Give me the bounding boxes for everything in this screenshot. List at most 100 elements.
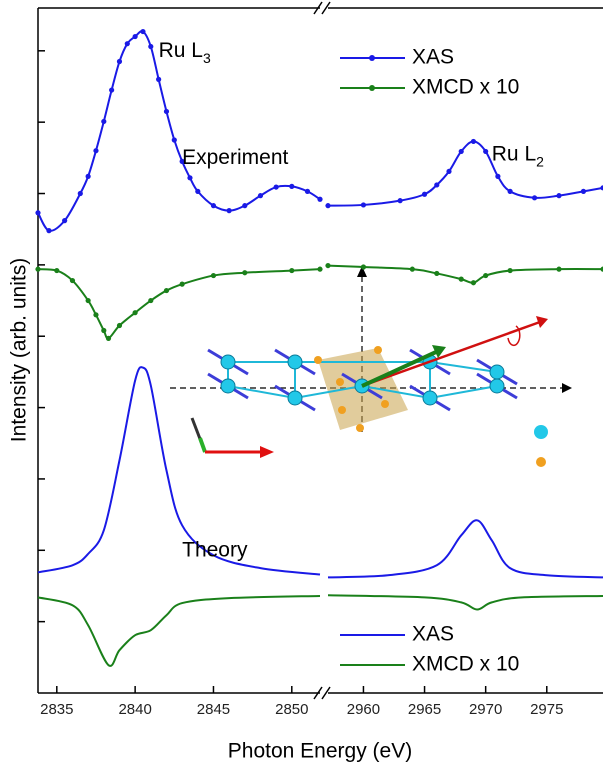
- data-point: [434, 270, 440, 277]
- data-point: [273, 184, 279, 190]
- data-point: [132, 33, 138, 40]
- data-point: [156, 76, 162, 82]
- data-point: [556, 266, 562, 272]
- x-tick-label: 2840: [118, 701, 151, 718]
- x-axis-label: Photon Energy (eV): [228, 740, 412, 763]
- beam-arrow: [361, 320, 541, 388]
- legend-label: XAS: [412, 623, 454, 646]
- data-point: [507, 267, 513, 274]
- data-point: [62, 218, 68, 224]
- annotation-sub: 3: [203, 50, 211, 66]
- data-point: [148, 297, 154, 304]
- axis-break: [313, 1, 323, 15]
- data-point: [210, 272, 217, 279]
- ru-key: [534, 425, 548, 439]
- data-point: [179, 281, 185, 287]
- data-point: [360, 202, 367, 208]
- x-tick-label: 2850: [275, 701, 308, 718]
- data-point: [54, 267, 60, 274]
- series-line: [37, 366, 603, 579]
- cl-key: [536, 457, 546, 467]
- data-point: [105, 335, 112, 341]
- data-point: [458, 148, 464, 155]
- arrow-head: [432, 345, 446, 358]
- legend-marker: [369, 55, 375, 61]
- data-point: [434, 182, 440, 188]
- data-point: [242, 270, 248, 276]
- data-point: [483, 148, 489, 155]
- axis-break: [313, 686, 323, 700]
- data-point: [242, 203, 248, 209]
- polarization: [507, 325, 521, 347]
- data-point: [495, 173, 501, 179]
- data-point: [46, 228, 52, 234]
- data-point: [289, 267, 295, 274]
- data-point: [163, 287, 170, 294]
- data-point: [187, 175, 193, 181]
- axis-break: [321, 1, 331, 15]
- legend-label: XMCD x 10: [412, 76, 519, 99]
- x-tick-label: 2845: [197, 701, 230, 718]
- data-point: [289, 183, 295, 189]
- data-point: [85, 297, 91, 304]
- x-tick-label: 2960: [347, 701, 380, 718]
- data-point: [69, 277, 76, 284]
- field-arrow: [361, 350, 437, 388]
- annotation: Experiment: [182, 145, 288, 168]
- axis-break: [321, 686, 331, 700]
- data-point: [163, 108, 170, 115]
- data-point: [116, 58, 123, 65]
- data-point: [470, 138, 477, 145]
- arrow-head: [357, 266, 367, 277]
- data-point: [304, 188, 311, 194]
- data-point: [556, 193, 562, 199]
- data-point: [409, 266, 415, 272]
- data-point: [325, 203, 331, 209]
- y-axis-label: Intensity (arb. units): [8, 258, 31, 442]
- data-point: [132, 310, 138, 316]
- x-tick-label: 2965: [408, 701, 441, 718]
- data-point: [124, 41, 130, 47]
- data-point: [446, 168, 452, 175]
- annotation: Ru L2: [492, 142, 544, 169]
- x-tick-label: 2975: [530, 701, 563, 718]
- legend-marker: [369, 85, 375, 91]
- data-point: [109, 87, 115, 93]
- annotation-text: Ru L: [159, 38, 203, 61]
- data-point: [507, 188, 513, 194]
- arrow-head: [260, 446, 274, 458]
- data-point: [458, 276, 464, 282]
- data-point: [93, 148, 99, 154]
- data-point: [101, 327, 107, 334]
- arrow-head: [562, 383, 572, 393]
- data-point: [226, 208, 232, 214]
- data-point: [195, 188, 201, 194]
- data-point: [171, 137, 177, 143]
- data-point: [140, 28, 146, 35]
- data-point: [35, 210, 41, 216]
- cl-atoms: [314, 346, 389, 432]
- data-point: [325, 262, 331, 269]
- data-point: [116, 322, 123, 329]
- annotation: Ru L3: [159, 38, 211, 65]
- x-tick-label: 2970: [469, 701, 502, 718]
- data-point: [210, 203, 217, 209]
- data-point: [85, 173, 91, 179]
- data-point: [77, 190, 83, 197]
- data-point: [360, 264, 367, 270]
- annotation: Theory: [182, 538, 248, 561]
- arrow-head: [536, 316, 548, 328]
- data-point: [317, 266, 323, 272]
- data-point: [101, 118, 107, 125]
- annotation-text: Experiment: [182, 145, 288, 168]
- annotation-sub: 2: [536, 153, 544, 169]
- data-point: [179, 158, 185, 165]
- data-point: [483, 272, 489, 279]
- data-point: [397, 198, 403, 204]
- annotation-text: Theory: [182, 538, 248, 561]
- data-point: [93, 312, 99, 318]
- crystal-inset: [170, 266, 572, 467]
- data-point: [317, 196, 323, 202]
- data-point: [257, 193, 264, 199]
